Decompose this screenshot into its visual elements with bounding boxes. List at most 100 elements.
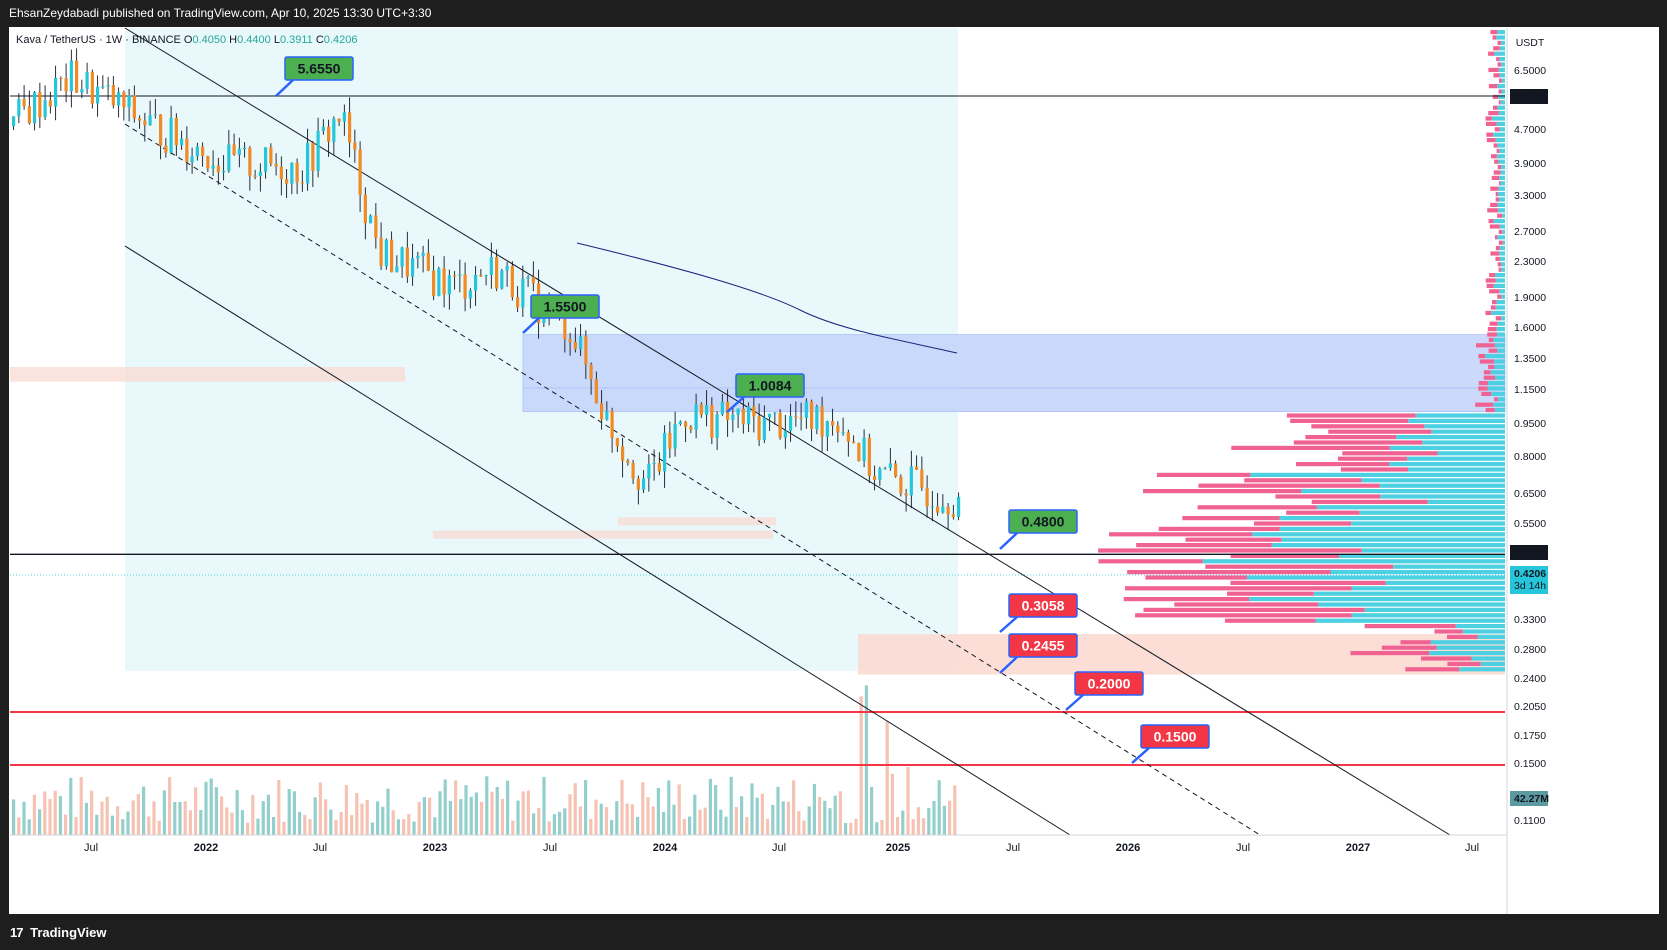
- volume-profile-up: [1497, 202, 1505, 207]
- candle-down: [111, 85, 115, 106]
- volume-profile-down: [1486, 138, 1496, 143]
- callout-0-4800[interactable]: 0.4800: [999, 509, 1078, 550]
- candle-up: [96, 86, 100, 104]
- candle-up: [211, 165, 215, 169]
- supply-zone-left: [10, 366, 405, 382]
- volume-profile-up: [1480, 661, 1505, 666]
- candle-down: [253, 175, 257, 177]
- candle-up: [332, 118, 336, 142]
- volume-profile-down: [1488, 51, 1495, 56]
- volume-bar: [240, 810, 244, 835]
- volume-profile-up: [1477, 634, 1505, 639]
- candle-down: [568, 339, 572, 343]
- channel-line: [124, 245, 1071, 836]
- volume-bar: [766, 818, 770, 835]
- volume-profile-up: [1316, 505, 1505, 510]
- volume-profile-up: [1495, 273, 1505, 278]
- volume-bar: [646, 797, 650, 835]
- candle-down: [831, 421, 835, 426]
- volume-bar: [22, 801, 26, 835]
- volume-bar: [807, 806, 811, 835]
- callout-0-2000[interactable]: 0.2000: [1065, 671, 1144, 711]
- volume-profile-up: [1490, 370, 1505, 375]
- callout-0-3058[interactable]: 0.3058: [999, 593, 1078, 633]
- volume-bar: [870, 786, 874, 835]
- callout-0-1500[interactable]: 0.1500: [1131, 724, 1210, 764]
- volume-bar: [459, 799, 463, 835]
- volume-profile-down: [1143, 489, 1302, 494]
- volume-bar: [173, 801, 177, 835]
- volume-profile-up: [1407, 456, 1505, 461]
- candle-up: [69, 60, 73, 92]
- candle-up: [804, 401, 808, 418]
- callout-5-6550[interactable]: 5.6550: [275, 56, 354, 97]
- candle-down: [295, 162, 299, 183]
- volume-profile-up: [1496, 327, 1505, 332]
- volume-bar: [43, 791, 47, 835]
- price-badge: 5.6550: [1510, 89, 1548, 104]
- time-tick: 2025: [886, 842, 910, 854]
- candle-down: [573, 342, 577, 350]
- candle-down: [348, 112, 352, 143]
- candle-down: [920, 469, 924, 488]
- candle-down: [610, 410, 614, 439]
- callout-1-0084[interactable]: 1.0084: [726, 373, 805, 413]
- volume-bar: [121, 819, 125, 835]
- volume-bar: [443, 779, 447, 835]
- volume-profile-down: [1125, 586, 1352, 591]
- volume-profile-down: [1481, 391, 1492, 396]
- volume-profile-up: [1330, 570, 1505, 575]
- candle-down: [684, 421, 688, 427]
- volume-bar: [344, 785, 348, 835]
- candle-up: [342, 112, 346, 122]
- volume-bar: [433, 817, 437, 835]
- volume-profile-up: [1497, 30, 1505, 35]
- volume-bar: [672, 804, 676, 835]
- candle-down: [379, 237, 383, 267]
- volume-bar: [703, 807, 707, 835]
- volume-profile-down: [1447, 634, 1478, 639]
- candle-down: [27, 106, 31, 124]
- volume-profile-down: [1487, 208, 1499, 213]
- volume-bar: [381, 806, 385, 835]
- volume-bar: [552, 814, 556, 835]
- volume-profile-down: [1497, 40, 1501, 45]
- candle-down: [479, 275, 483, 277]
- callout-box: [530, 294, 600, 319]
- volume-bar: [537, 807, 541, 835]
- candle-down: [285, 179, 289, 184]
- volume-profile-up: [1501, 316, 1505, 321]
- candle-up: [127, 95, 131, 108]
- callout-0-2455[interactable]: 0.2455: [999, 633, 1078, 674]
- volume-profile-up: [1498, 94, 1505, 99]
- volume-profile-down: [1490, 305, 1496, 310]
- volume-bar: [948, 800, 952, 835]
- volume-profile-up: [1494, 364, 1505, 369]
- volume-bar: [511, 820, 515, 835]
- callout-pointer: [726, 396, 745, 413]
- callout-label: 1.5500: [544, 299, 587, 315]
- candle-down: [38, 92, 42, 118]
- candle-up: [264, 147, 268, 172]
- volume-profile-down: [1497, 213, 1503, 218]
- volume-profile-down: [1495, 192, 1499, 197]
- candle-up: [505, 266, 509, 271]
- volume-bar: [698, 809, 702, 835]
- volume-profile-up: [1499, 175, 1505, 180]
- volume-bar: [864, 685, 868, 835]
- volume-profile-up: [1301, 489, 1505, 494]
- volume-profile-up: [1497, 84, 1505, 89]
- callout-1-5500[interactable]: 1.5500: [522, 294, 600, 334]
- tradingview-logo[interactable]: 17 TradingView: [10, 925, 106, 940]
- volume-bar: [714, 785, 718, 835]
- volume-profile-up: [1501, 165, 1505, 170]
- callout-box: [1008, 633, 1078, 658]
- volume-bar: [64, 814, 68, 835]
- volume-profile-down: [1198, 483, 1380, 488]
- volume-profile-down: [1494, 159, 1499, 164]
- candle-down: [626, 460, 630, 464]
- volume-bar: [246, 822, 250, 835]
- candle-up: [153, 114, 157, 116]
- volume-profile-down: [1174, 602, 1319, 607]
